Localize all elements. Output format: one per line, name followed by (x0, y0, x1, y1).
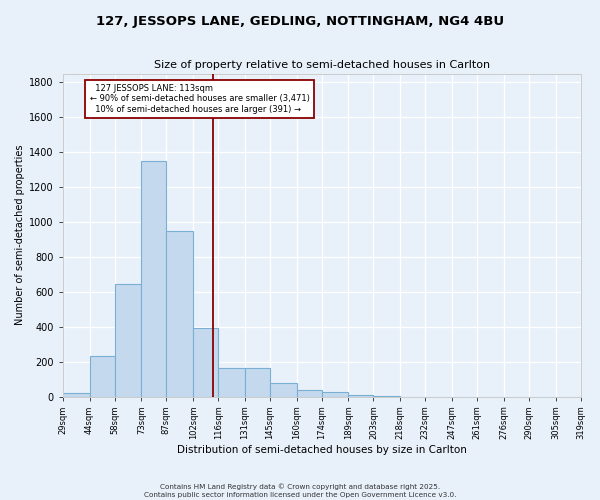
Bar (142, 161, 166, 396)
Bar (166, 230, 193, 396)
Title: Size of property relative to semi-detached houses in Carlton: Size of property relative to semi-detach… (154, 60, 490, 70)
Bar (63, 393, 89, 396)
Text: 127 JESSOPS LANE: 113sqm
← 90% of semi-detached houses are smaller (3,471)
  10%: 127 JESSOPS LANE: 113sqm ← 90% of semi-d… (89, 84, 310, 114)
Text: Contains HM Land Registry data © Crown copyright and database right 2025.
Contai: Contains HM Land Registry data © Crown c… (144, 484, 456, 498)
Bar (296, 390, 322, 396)
Bar (245, 368, 270, 396)
Bar (89, 356, 115, 397)
X-axis label: Distribution of semi-detached houses by size in Carlton: Distribution of semi-detached houses by … (177, 445, 467, 455)
Bar (218, 368, 245, 396)
Bar (193, 328, 218, 396)
Y-axis label: Number of semi-detached properties: Number of semi-detached properties (15, 145, 25, 326)
Bar (115, 284, 142, 397)
Text: 127, JESSOPS LANE, GEDLING, NOTTINGHAM, NG4 4BU: 127, JESSOPS LANE, GEDLING, NOTTINGHAM, … (96, 15, 504, 28)
Bar (270, 382, 296, 396)
Bar (322, 392, 349, 396)
Bar (349, 395, 373, 396)
